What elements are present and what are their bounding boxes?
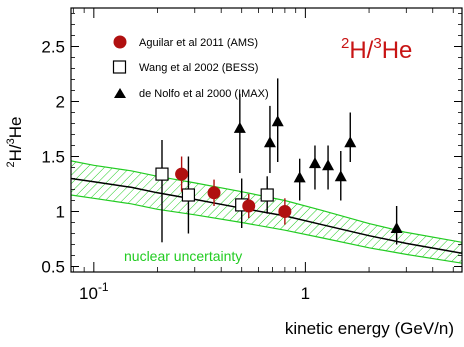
data-points bbox=[155, 78, 403, 245]
legend-marker-imax bbox=[114, 88, 126, 98]
y-tick-label: 1 bbox=[56, 203, 65, 222]
ams-point bbox=[175, 167, 189, 181]
legend-label-imax: de Nolfo et al 2000 (IMAX) bbox=[139, 88, 269, 100]
bess-point bbox=[260, 188, 274, 202]
bess-point bbox=[181, 188, 196, 202]
imax-point bbox=[293, 171, 306, 183]
ams-point bbox=[242, 199, 256, 213]
y-axis-title-sup2: 3 bbox=[5, 138, 17, 144]
y-axis-title-sup1: 2 bbox=[5, 161, 17, 167]
y-tick-label: 1.5 bbox=[41, 148, 65, 167]
plot-frame bbox=[70, 7, 463, 273]
band-label: nuclear uncertainty bbox=[124, 248, 242, 264]
ams-point bbox=[207, 186, 221, 200]
imax-point bbox=[322, 159, 335, 171]
x-tick-label: 10-1 bbox=[79, 280, 109, 303]
axis-tick-labels: 0.5 1 1.5 2 2.5 10-1 1 bbox=[41, 38, 310, 304]
y-tick-label: 2 bbox=[56, 93, 65, 112]
ratio-annotation-part1: H/ bbox=[349, 37, 373, 64]
imax-point bbox=[308, 157, 321, 169]
ratio-annotation-sup1: 2 bbox=[341, 35, 349, 52]
y-tick-label: 0.5 bbox=[41, 258, 65, 277]
legend-marker-bess bbox=[112, 60, 127, 74]
legend-label-bess: Wang et al 2002 (BESS) bbox=[139, 62, 258, 74]
ratio-annotation: 2H/3He bbox=[341, 35, 412, 64]
imax-point bbox=[390, 222, 403, 233]
y-tick-label: 2.5 bbox=[41, 38, 65, 57]
legend: Aguilar et al 2011 (AMS) Wang et al 2002… bbox=[112, 35, 269, 100]
imax-point bbox=[344, 136, 357, 148]
imax-point bbox=[263, 136, 276, 148]
x-axis-title: kinetic energy (GeV/n) bbox=[285, 319, 454, 338]
x-tick-label: 1 bbox=[301, 284, 310, 303]
imax-point bbox=[233, 121, 246, 133]
ams-point bbox=[278, 205, 292, 218]
y-axis-title-part2: He bbox=[6, 117, 25, 139]
bess-point bbox=[155, 167, 169, 181]
ratio-annotation-part2: He bbox=[382, 37, 413, 64]
legend-label-ams: Aguilar et al 2011 (AMS) bbox=[139, 37, 258, 49]
imax-point bbox=[334, 170, 347, 182]
imax-point bbox=[271, 115, 284, 127]
legend-marker-ams bbox=[113, 35, 127, 49]
y-axis-title: 2H/3He bbox=[5, 117, 25, 168]
y-axis-title-part1: H/ bbox=[6, 144, 25, 161]
axis-ticks bbox=[71, 8, 462, 272]
ratio-annotation-sup2: 3 bbox=[373, 35, 381, 52]
